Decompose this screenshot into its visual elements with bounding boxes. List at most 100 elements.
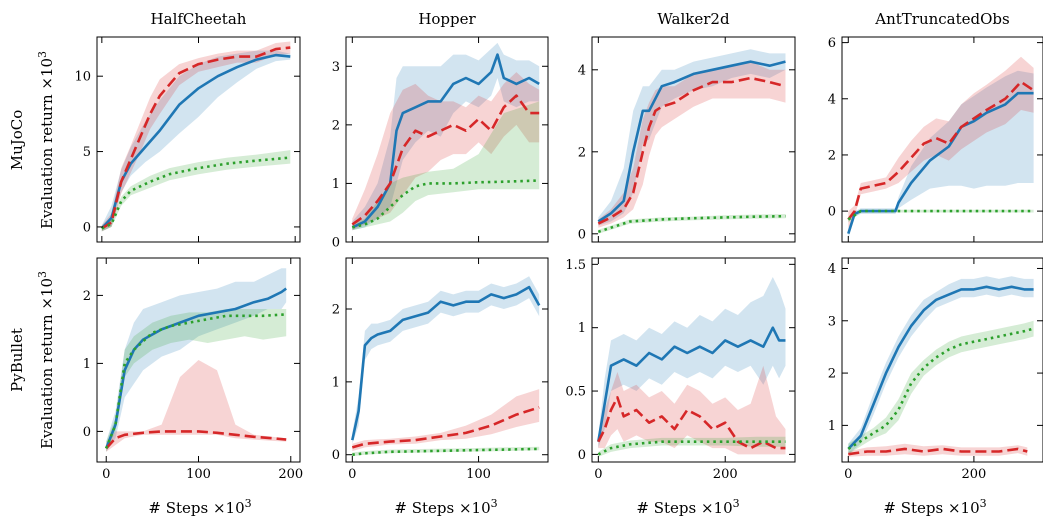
blue-series-band — [598, 277, 786, 449]
red-series-line — [101, 46, 291, 230]
y-tick-label: 2 — [828, 148, 836, 163]
x-tick-label: 100 — [186, 467, 211, 482]
y-tick-label: 1.5 — [565, 258, 586, 273]
red-series-band — [848, 56, 1034, 229]
y-axis-label-mujoco: Evaluation return ×103 — [36, 51, 56, 229]
blue-series-line — [597, 60, 786, 223]
green-series-line — [847, 327, 1034, 451]
panel-mujoco-halfcheetah: 0 5 10 HalfCheetah — [74, 10, 301, 243]
blue-series-band — [598, 49, 786, 226]
y-tick-label: 1 — [578, 321, 586, 336]
x-axis-label-halfcheetah: # Steps ×103 — [148, 497, 251, 517]
x-axis-label-exponent: 3 — [980, 497, 987, 510]
x-tick-label: 0 — [348, 467, 356, 482]
blue-series-band — [848, 276, 1034, 455]
panels-group: 0510HalfCheetah0123Hopper024Walker2d0246… — [74, 10, 1043, 482]
row-label-mujoco: MuJoCo — [8, 110, 26, 171]
axes-frame — [841, 257, 1043, 463]
y-tick-label: 2 — [332, 303, 340, 318]
x-tick-label: 0 — [594, 467, 602, 482]
x-axis-label-text: # Steps ×10 — [636, 499, 732, 517]
axes-frame — [591, 36, 796, 243]
panel-title-halfcheetah: HalfCheetah — [151, 10, 247, 28]
x-axis-labels: # Steps ×103 # Steps ×103 # Steps ×103 #… — [148, 497, 986, 517]
red-series-band — [352, 389, 540, 452]
y-tick-label: 0.5 — [565, 385, 586, 400]
red-series-line — [105, 430, 287, 450]
y-axis-label-exponent: 3 — [36, 51, 49, 58]
blue-series-band — [101, 50, 291, 232]
y-tick-label: 4 — [578, 63, 586, 78]
x-axis-label-exponent: 3 — [245, 497, 252, 510]
y-tick-label: 0 — [828, 205, 836, 220]
plot-area — [847, 276, 1034, 457]
green-series-line — [352, 447, 540, 456]
blue-series-band — [106, 268, 287, 452]
y-tick-label: 1 — [332, 177, 340, 192]
y-axis-label-text: Evaluation return ×10 — [38, 278, 56, 449]
y-tick-label: 0 — [83, 220, 91, 235]
axes-frame — [841, 36, 1043, 243]
green-series-band — [848, 320, 1034, 455]
y-tick-label: 1 — [83, 357, 91, 372]
blue-series-line — [104, 287, 287, 449]
red-series-band — [598, 365, 786, 455]
y-tick-label: 3 — [332, 60, 340, 75]
red-series-line — [351, 94, 540, 226]
x-axis-label-text: # Steps ×10 — [883, 499, 979, 517]
x-axis-label-antruncatedobs: # Steps ×103 — [883, 497, 986, 517]
y-tick-label: 0 — [83, 425, 91, 440]
red-series-band — [598, 61, 786, 228]
y-tick-label: 3 — [828, 314, 836, 329]
green-series-band — [101, 150, 291, 232]
green-series-band — [598, 214, 786, 234]
y-axis-label-exponent: 3 — [36, 271, 49, 278]
y-tick-label: 6 — [828, 36, 836, 51]
plot-area — [104, 268, 287, 452]
x-tick-label: 100 — [466, 467, 491, 482]
axes-frame — [345, 36, 549, 243]
x-axis-label-exponent: 3 — [491, 497, 498, 510]
row-label-pybullet: PyBullet — [8, 328, 26, 392]
x-tick-label: 200 — [961, 467, 986, 482]
green-series-band — [106, 309, 287, 452]
y-tick-label: 0 — [578, 227, 586, 242]
y-tick-label: 1 — [332, 375, 340, 390]
red-series-line — [847, 80, 1035, 221]
red-series-line — [597, 76, 786, 225]
plot-area — [597, 277, 786, 457]
panel-pybullet-walker2d: 0 200 0 0.5 1 1.5 — [565, 257, 796, 482]
row-labels: MuJoCo PyBullet Evaluation return ×103 E… — [8, 51, 56, 449]
y-tick-label: 4 — [828, 262, 836, 277]
red-series-band — [106, 360, 287, 452]
y-axis-label-pybullet: Evaluation return ×103 — [36, 271, 56, 449]
axes-frame — [345, 257, 549, 463]
plot-area — [100, 41, 291, 232]
x-tick-label: 0 — [102, 467, 110, 482]
blue-series-line — [351, 285, 541, 441]
green-series-band — [352, 446, 540, 457]
y-tick-label: 10 — [74, 70, 91, 85]
blue-series-band — [352, 42, 540, 231]
x-axis-label-exponent: 3 — [733, 497, 740, 510]
red-series-band — [352, 72, 540, 231]
blue-series-line — [847, 285, 1034, 450]
green-series-line — [104, 313, 287, 449]
x-tick-label: 200 — [713, 467, 738, 482]
panel-title-anttruncatedobs: AntTruncatedObs — [874, 10, 1009, 28]
x-axis-label-text: # Steps ×10 — [148, 499, 244, 517]
y-tick-label: 0 — [332, 236, 340, 251]
y-tick-label: 4 — [828, 92, 836, 107]
y-tick-label: 2 — [828, 367, 836, 382]
x-axis-label-text: # Steps ×10 — [394, 499, 490, 517]
y-tick-label: 1 — [828, 419, 836, 434]
green-series-band — [352, 101, 540, 231]
axes-frame — [591, 257, 796, 463]
y-tick-label: 2 — [332, 118, 340, 133]
panel-title-hopper: Hopper — [418, 10, 476, 28]
red-series-band — [101, 41, 291, 232]
x-tick-label: 0 — [844, 467, 852, 482]
plot-area — [351, 276, 541, 457]
panel-mujoco-anttruncatedobs: 0 2 4 6 AntTruncatedObs — [828, 10, 1043, 243]
plot-area — [847, 56, 1035, 240]
